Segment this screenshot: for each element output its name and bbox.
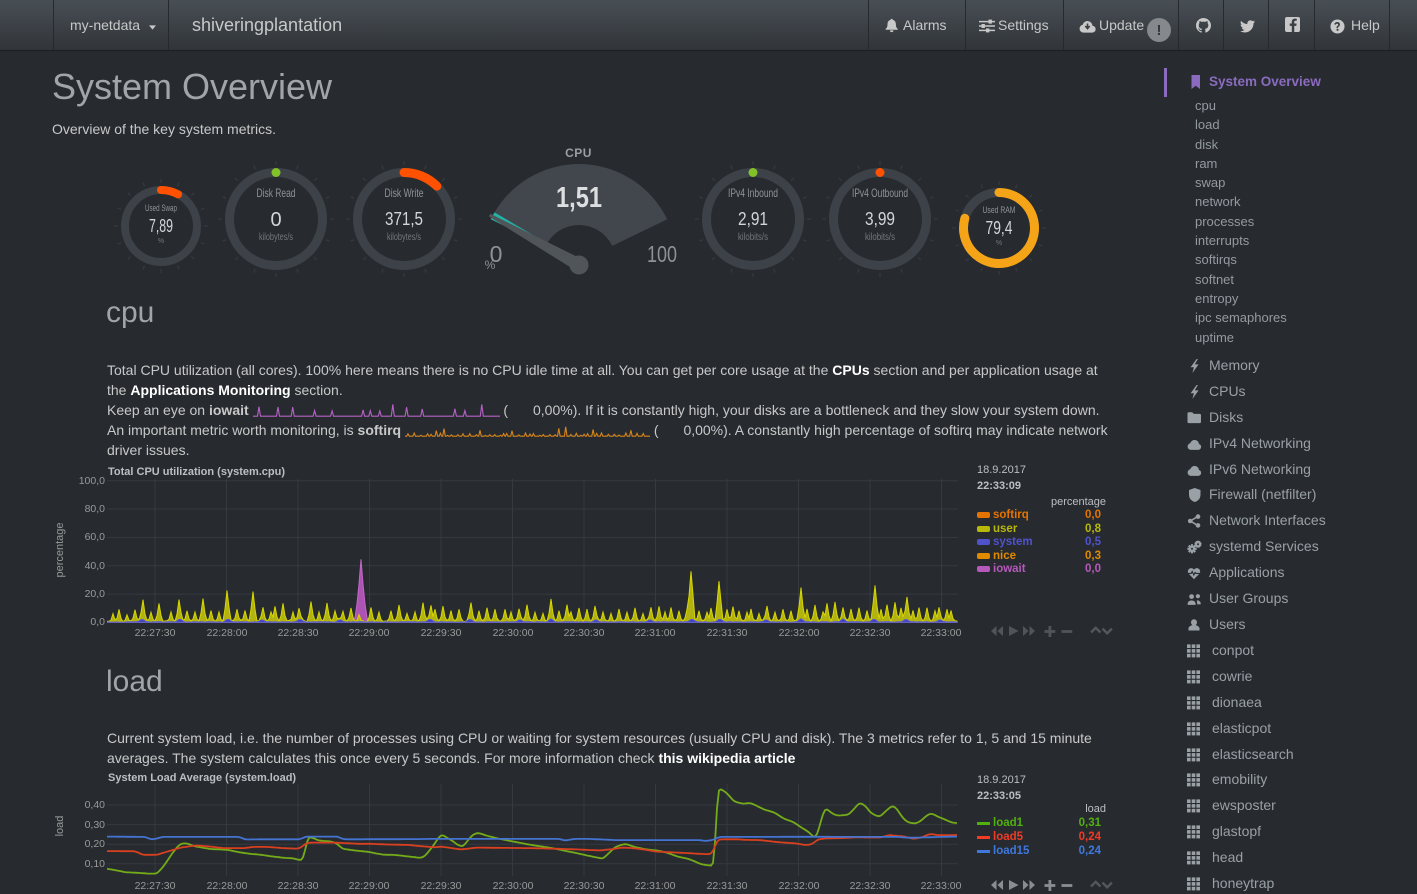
svg-text:IPv4 Inbound: IPv4 Inbound xyxy=(728,186,778,200)
svg-text:Used RAM: Used RAM xyxy=(983,205,1016,215)
svg-text:kilobytes/s: kilobytes/s xyxy=(387,232,421,243)
svg-text:3,99: 3,99 xyxy=(865,209,895,229)
svg-text:kilobits/s: kilobits/s xyxy=(865,232,895,243)
svg-text:IPv4 Outbound: IPv4 Outbound xyxy=(852,186,908,200)
svg-text:371,5: 371,5 xyxy=(385,209,423,229)
svg-text:Disk Read: Disk Read xyxy=(257,186,296,200)
svg-text:2,91: 2,91 xyxy=(738,209,768,229)
svg-text:%: % xyxy=(996,240,1002,247)
svg-text:1,51: 1,51 xyxy=(556,182,602,214)
svg-text:0: 0 xyxy=(270,209,281,231)
svg-text:Disk Write: Disk Write xyxy=(385,186,424,200)
svg-text:Used Swap: Used Swap xyxy=(145,203,177,213)
svg-text:%: % xyxy=(158,238,164,245)
svg-text:7,89: 7,89 xyxy=(149,216,173,236)
svg-text:kilobits/s: kilobits/s xyxy=(738,232,768,243)
svg-text:79,4: 79,4 xyxy=(986,218,1013,238)
svg-text:100: 100 xyxy=(647,241,677,267)
svg-text:kilobytes/s: kilobytes/s xyxy=(259,232,293,243)
